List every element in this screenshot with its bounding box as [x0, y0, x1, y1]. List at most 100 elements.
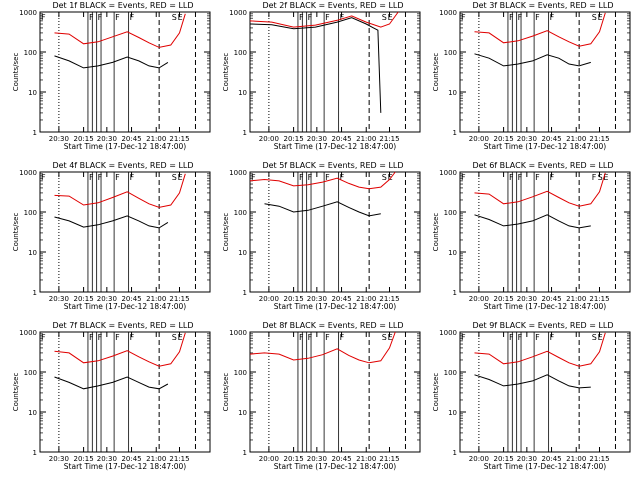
flag-annotation: F	[299, 173, 304, 182]
x-tick-label: 21:00	[146, 295, 166, 303]
x-tick-label: 20:45	[541, 455, 561, 463]
flag-annotation: E	[388, 173, 393, 182]
flag-annotation: F	[299, 13, 304, 22]
series-lld-line	[249, 171, 396, 190]
y-tick-label: 1000	[229, 9, 247, 17]
x-tick-label: 20:45	[121, 295, 141, 303]
series-lld-line	[249, 11, 399, 28]
y-tick-label: 1	[453, 449, 457, 457]
y-tick-label: 1000	[229, 329, 247, 337]
x-tick-label: 20:30	[49, 135, 69, 143]
flag-annotation: E	[388, 13, 393, 22]
x-axis-label: Start Time (17-Dec-12 18:47:00)	[484, 302, 606, 311]
flag-annotation: F	[308, 173, 313, 182]
panel-title: Det 2f BLACK = Events, RED = LLD	[262, 1, 403, 10]
y-tick-label: 1000	[439, 329, 457, 337]
plot-frame	[459, 331, 631, 453]
x-tick-label: 20:45	[541, 295, 561, 303]
x-tick-label: 20:45	[331, 455, 351, 463]
x-tick-label: 20:30	[49, 295, 69, 303]
flag-annotation: F	[550, 173, 555, 182]
x-tick-label: 20:45	[541, 135, 561, 143]
flag-annotation: S	[382, 173, 387, 182]
flag-annotation: S	[592, 13, 597, 22]
x-tick-label: 20:45	[121, 455, 141, 463]
x-tick-label: 21:15	[589, 295, 609, 303]
panel-title: Det 9f BLACK = Events, RED = LLD	[472, 321, 613, 330]
x-tick-label: 20:15	[493, 295, 513, 303]
panel-title: Det 5f BLACK = Events, RED = LLD	[262, 161, 403, 170]
flag-annotation: F	[89, 173, 94, 182]
flag-annotation: S	[172, 333, 177, 342]
flag-annotation: F	[308, 333, 313, 342]
y-tick-label: 1	[33, 449, 37, 457]
x-axis-label: Start Time (17-Dec-12 18:47:00)	[274, 142, 396, 151]
flag-annotation: F	[115, 13, 120, 22]
x-tick-label: 21:00	[146, 455, 166, 463]
series-lld-line	[249, 331, 396, 364]
flag-annotation: F	[325, 13, 330, 22]
x-axis-label: Start Time (17-Dec-12 18:47:00)	[64, 302, 186, 311]
x-tick-label: 20:00	[469, 295, 489, 303]
y-tick-label: 100	[24, 209, 37, 217]
x-tick-label: 20:15	[493, 135, 513, 143]
x-tick-label: 21:15	[379, 455, 399, 463]
x-tick-label: 20:30	[49, 455, 69, 463]
y-tick-label: 10	[28, 249, 37, 257]
flag-annotation: F	[98, 13, 103, 22]
series-events-line	[474, 374, 591, 389]
y-tick-label: 1000	[19, 329, 37, 337]
x-tick-label: 21:15	[379, 295, 399, 303]
y-axis-label: Counts/sec	[432, 53, 440, 92]
flag-annotation: F	[518, 173, 523, 182]
flag-annotation: S	[172, 13, 177, 22]
x-tick-label: 20:00	[469, 135, 489, 143]
panel-title: Det 1f BLACK = Events, RED = LLD	[52, 1, 193, 10]
x-tick-label: 21:15	[169, 135, 189, 143]
x-axis-label: Start Time (17-Dec-12 18:47:00)	[274, 462, 396, 471]
panel-title: Det 6f BLACK = Events, RED = LLD	[472, 161, 613, 170]
y-tick-label: 1000	[439, 9, 457, 17]
y-tick-label: 10	[448, 249, 457, 257]
panel-det-5: Det 5f BLACK = Events, RED = LLD 1 10 100 10…	[222, 161, 421, 311]
series-lld-line	[474, 332, 606, 367]
y-tick-label: 10	[448, 89, 457, 97]
x-tick-label: 20:15	[73, 135, 93, 143]
series-lld-line	[54, 13, 186, 48]
y-tick-label: 100	[444, 49, 457, 57]
y-axis-label: Counts/sec	[12, 373, 20, 412]
panel-det-1: Det 1f BLACK = Events, RED = LLD 1 10 100 10…	[12, 1, 211, 151]
x-axis-label: Start Time (17-Dec-12 18:47:00)	[64, 142, 186, 151]
x-tick-label: 20:30	[97, 295, 117, 303]
y-tick-label: 100	[234, 369, 247, 377]
x-axis-label: Start Time (17-Dec-12 18:47:00)	[484, 462, 606, 471]
x-axis-label: Start Time (17-Dec-12 18:47:00)	[274, 302, 396, 311]
y-tick-label: 100	[234, 209, 247, 217]
x-tick-label: 20:30	[307, 135, 327, 143]
flag-annotation: F	[251, 173, 256, 182]
series-events-line	[474, 214, 591, 229]
flag-annotation: F	[461, 13, 466, 22]
y-axis-label: Counts/sec	[222, 53, 230, 92]
y-tick-label: 1	[243, 289, 247, 297]
flag-annotation: S	[592, 333, 597, 342]
y-tick-label: 1	[33, 289, 37, 297]
flag-annotation: S	[172, 173, 177, 182]
x-tick-label: 21:00	[146, 135, 166, 143]
flag-annotation: F	[41, 173, 46, 182]
flag-annotation: F	[535, 333, 540, 342]
x-tick-label: 20:15	[493, 455, 513, 463]
y-tick-label: 1000	[19, 169, 37, 177]
x-tick-label: 20:45	[331, 135, 351, 143]
y-tick-label: 1	[33, 129, 37, 137]
flag-annotation: F	[340, 173, 345, 182]
series-lld-line	[474, 172, 606, 207]
flag-annotation: S	[382, 13, 387, 22]
y-tick-label: 100	[444, 369, 457, 377]
flag-annotation: F	[592, 173, 597, 182]
series-events-line	[54, 215, 169, 229]
y-tick-label: 10	[448, 409, 457, 417]
flag-annotation: F	[550, 333, 555, 342]
flag-annotation: E	[603, 173, 608, 182]
